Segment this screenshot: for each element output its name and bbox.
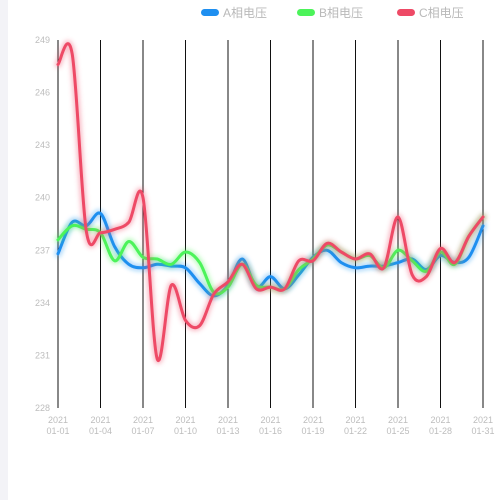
legend-item-2[interactable]: B相电压 xyxy=(297,6,363,20)
x-tick-date: 01-31 xyxy=(471,426,494,436)
x-tick-year: 2021 xyxy=(260,415,280,425)
y-tick-label: 246 xyxy=(35,88,50,98)
series-line-3[interactable] xyxy=(56,42,485,363)
legend-label: B相电压 xyxy=(319,6,363,20)
x-tick-date: 01-10 xyxy=(174,426,197,436)
x-tick-year: 2021 xyxy=(133,415,153,425)
x-tick-year: 2021 xyxy=(473,415,493,425)
x-tick-date: 01-19 xyxy=(301,426,324,436)
grid-lines xyxy=(57,40,484,408)
legend-label: A相电压 xyxy=(223,6,267,20)
legend[interactable]: A相电压 B相电压 C相电压 xyxy=(201,6,464,20)
x-tick-year: 2021 xyxy=(90,415,110,425)
x-tick-year: 2021 xyxy=(48,415,68,425)
x-tick-date: 01-22 xyxy=(344,426,367,436)
x-tick-year: 2021 xyxy=(175,415,195,425)
x-tick-year: 2021 xyxy=(430,415,450,425)
x-tick-date: 01-01 xyxy=(46,426,69,436)
x-tick-date: 01-07 xyxy=(131,426,154,436)
y-tick-label: 240 xyxy=(35,193,50,203)
x-tick-year: 2021 xyxy=(303,415,323,425)
legend-swatch xyxy=(201,9,219,16)
left-panel-edge xyxy=(0,0,8,500)
y-tick-label: 231 xyxy=(35,350,50,360)
legend-item-1[interactable]: A相电压 xyxy=(201,6,267,20)
x-tick-date: 01-13 xyxy=(216,426,239,436)
x-tick-date: 01-16 xyxy=(259,426,282,436)
y-tick-label: 228 xyxy=(35,403,50,413)
series-lines xyxy=(54,40,487,365)
y-tick-label: 237 xyxy=(35,245,50,255)
legend-swatch xyxy=(397,9,415,16)
x-tick-date: 01-25 xyxy=(386,426,409,436)
x-tick-date: 01-04 xyxy=(89,426,112,436)
legend-item-3[interactable]: C相电压 xyxy=(397,6,464,20)
legend-swatch xyxy=(297,9,315,16)
x-tick-year: 2021 xyxy=(218,415,238,425)
y-tick-label: 243 xyxy=(35,140,50,150)
axis-labels: 228231234237240243246249202101-01202101-… xyxy=(35,35,495,436)
x-tick-date: 01-28 xyxy=(429,426,452,436)
legend-label: C相电压 xyxy=(419,6,464,20)
y-tick-label: 249 xyxy=(35,35,50,45)
x-tick-year: 2021 xyxy=(345,415,365,425)
y-tick-label: 234 xyxy=(35,298,50,308)
x-tick-year: 2021 xyxy=(388,415,408,425)
